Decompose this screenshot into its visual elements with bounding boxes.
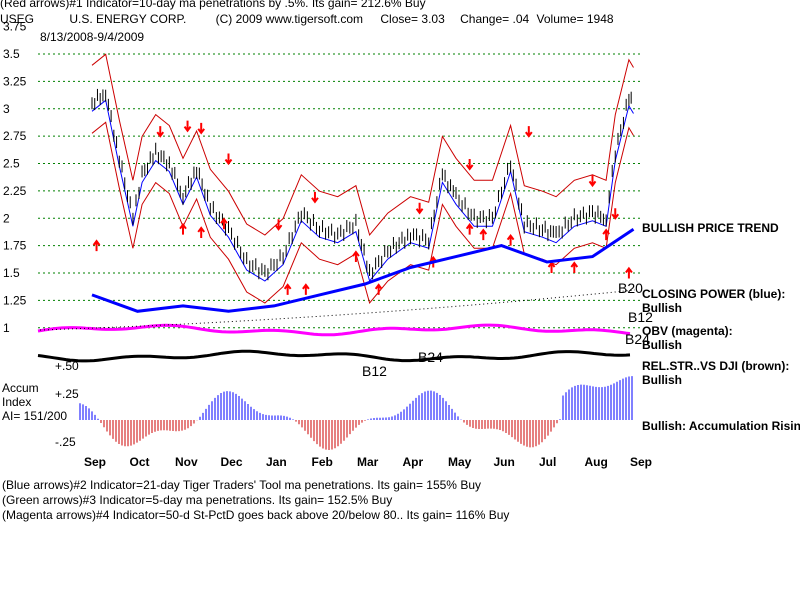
down-arrow bbox=[183, 120, 192, 133]
accum-tick-label: +.25 bbox=[55, 387, 79, 401]
price-axis: 3.75 3.5 3.25 3 2.75 2.5 2.25 2 1.75 1.5 1.25 1 bbox=[3, 20, 27, 335]
price-tick-label: 1 bbox=[3, 321, 10, 335]
up-arrow bbox=[506, 233, 515, 246]
signal-label: B24 bbox=[625, 331, 650, 347]
price-tick-label: 2 bbox=[3, 211, 10, 225]
accum-tick-label: -.25 bbox=[55, 435, 76, 449]
up-arrow bbox=[625, 266, 633, 279]
price-gridlines bbox=[38, 53, 640, 329]
up-arrow bbox=[197, 226, 205, 238]
right-labels: BULLISH PRICE TREND CLOSING POWER (blue):… bbox=[362, 221, 800, 433]
up-arrow bbox=[465, 223, 474, 235]
down-arrow bbox=[465, 158, 474, 171]
price-tick-label: 3.25 bbox=[3, 74, 27, 88]
down-arrow bbox=[274, 219, 283, 231]
chart-header: USEG U.S. ENERGY CORP. (C) 2009 www.tige… bbox=[0, 12, 614, 26]
accum-title: Index bbox=[2, 395, 31, 409]
right-label: Bullish: Accumulation Rising bbox=[642, 419, 800, 433]
change-value: Change= .04 bbox=[460, 12, 530, 26]
right-label: OBV (magenta): bbox=[642, 324, 733, 338]
month-label: Jun bbox=[494, 455, 515, 469]
month-label: May bbox=[448, 455, 472, 469]
down-arrow bbox=[611, 208, 620, 220]
price-tick-label: 2.5 bbox=[3, 157, 20, 171]
month-label: Feb bbox=[312, 455, 333, 469]
down-arrow bbox=[311, 191, 319, 204]
month-label: Oct bbox=[130, 455, 150, 469]
ticker: USEG bbox=[0, 12, 35, 26]
up-arrow bbox=[479, 228, 488, 241]
price-bars bbox=[91, 88, 632, 281]
indicator-captions: (Blue arrows)#2 Indicator=21-day Tiger T… bbox=[2, 478, 509, 523]
month-label: Mar bbox=[357, 455, 379, 469]
up-arrow bbox=[283, 283, 292, 295]
price-tick-label: 2.75 bbox=[3, 129, 27, 143]
signal-label: B20 bbox=[618, 280, 643, 296]
right-label: Bullish bbox=[642, 301, 682, 315]
up-arrow bbox=[374, 283, 383, 295]
stock-chart: 3.75 3.5 3.25 3 2.75 2.5 2.25 2 1.75 1.5 1.25 1 +.5… bbox=[2, 20, 800, 469]
month-label: Jan bbox=[266, 455, 287, 469]
up-arrow bbox=[220, 217, 228, 230]
right-label: Bullish bbox=[642, 373, 682, 387]
month-label: Jul bbox=[539, 455, 556, 469]
down-arrow bbox=[588, 175, 597, 188]
right-label: CLOSING POWER (blue): bbox=[642, 287, 785, 301]
copyright: (C) 2009 www.tigersoft.com bbox=[215, 12, 364, 26]
up-arrow bbox=[602, 228, 610, 241]
rel-strength-line bbox=[37, 349, 631, 363]
price-tick-label: 1.25 bbox=[3, 293, 27, 307]
indicator-2-caption: (Blue arrows)#2 Indicator=21-day Tiger T… bbox=[2, 478, 481, 492]
up-arrow bbox=[547, 261, 556, 273]
price-tick-label: 1.5 bbox=[3, 266, 20, 280]
up-arrow bbox=[302, 283, 310, 295]
right-label: Bullish bbox=[642, 338, 682, 352]
upper-band bbox=[91, 53, 634, 237]
up-arrow bbox=[570, 261, 579, 273]
price-tick-label: 3.5 bbox=[3, 47, 20, 61]
accum-title: Accum bbox=[2, 381, 39, 395]
down-arrow bbox=[156, 126, 165, 138]
company-name: U.S. ENERGY CORP. bbox=[69, 12, 187, 26]
price-tick-label: 3 bbox=[3, 102, 10, 116]
up-arrow bbox=[352, 250, 360, 263]
indicator-4-caption: (Magenta arrows)#4 Indicator=50-d St-Pct… bbox=[2, 508, 510, 522]
accum-index-value: AI= 151/200 bbox=[2, 409, 67, 423]
obv-trend bbox=[39, 289, 636, 331]
price-tick-label: 2.25 bbox=[3, 184, 27, 198]
month-label: Dec bbox=[221, 455, 243, 469]
down-arrow bbox=[415, 202, 424, 215]
up-arrow bbox=[179, 223, 187, 235]
signal-label: B12 bbox=[628, 309, 653, 325]
month-label: Nov bbox=[175, 455, 198, 469]
month-label: Aug bbox=[585, 455, 608, 469]
price-tick-label: 3.75 bbox=[3, 20, 27, 34]
signal-label: B24 bbox=[418, 349, 443, 365]
lower-band bbox=[91, 121, 634, 305]
month-axis: Sep Oct Nov Dec Jan Feb Mar Apr May Jun Jul Aug Sep bbox=[84, 455, 652, 469]
indicator-1-caption: (Red arrows)#1 Indicator=10-day ma penet… bbox=[0, 0, 426, 10]
month-label: Apr bbox=[403, 455, 424, 469]
obv-line bbox=[37, 323, 631, 337]
signal-arrows bbox=[92, 120, 633, 295]
signal-label: B12 bbox=[362, 363, 387, 379]
up-arrow bbox=[92, 239, 101, 252]
date-range: 8/13/2008-9/4/2009 bbox=[40, 30, 145, 44]
down-arrow bbox=[525, 126, 533, 138]
close-value: Close= 3.03 bbox=[380, 12, 445, 26]
month-label: Sep bbox=[630, 455, 652, 469]
volume-value: Volume= 1948 bbox=[536, 12, 614, 26]
closing-power-line bbox=[91, 227, 635, 313]
down-arrow bbox=[197, 122, 205, 135]
right-label: BULLISH PRICE TREND bbox=[642, 221, 779, 235]
price-tick-label: 1.75 bbox=[3, 239, 27, 253]
indicator-lines bbox=[37, 227, 636, 363]
right-label: REL.STR..VS DJI (brown): bbox=[642, 359, 789, 373]
month-label: Sep bbox=[84, 455, 106, 469]
down-arrow bbox=[224, 153, 233, 166]
accum-tick-label: +.50 bbox=[55, 359, 79, 373]
indicator-3-caption: (Green arrows)#3 Indicator=5-day ma pene… bbox=[2, 493, 393, 507]
